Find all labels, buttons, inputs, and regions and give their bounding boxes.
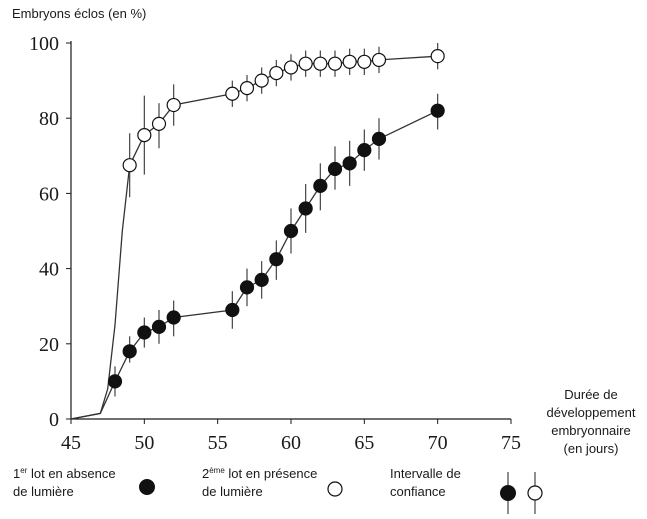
lot2-point	[298, 56, 313, 71]
lot2-point	[225, 86, 240, 101]
lot1-point	[357, 143, 372, 158]
lot2-point	[342, 54, 357, 69]
legend-lot1-number: 1	[13, 466, 21, 481]
lot2-point	[357, 54, 372, 69]
y-tick-label: 80	[39, 108, 59, 130]
legend-ci-open-marker	[527, 485, 543, 501]
lot2-curve	[70, 55, 438, 420]
x-tick-label: 50	[134, 432, 154, 454]
x-tick-label: 55	[208, 432, 228, 454]
lot1-point	[430, 103, 445, 118]
lot2-point	[313, 56, 328, 71]
lot2-point	[137, 128, 152, 143]
legend-lot1-marker	[139, 479, 155, 495]
series-curves	[70, 55, 438, 420]
y-tick-label: 0	[49, 409, 59, 431]
lot1-point	[151, 319, 167, 334]
legend-lot1-sup: er	[20, 466, 28, 475]
lot2-point	[269, 65, 284, 81]
lot2-point	[371, 52, 387, 68]
x-axis-label-line-2: développement	[546, 405, 636, 420]
legend-lot1-line2: de lumière	[13, 484, 74, 499]
legend-ci-filled-marker	[500, 485, 516, 501]
lot1-point	[122, 344, 137, 359]
x-axis-label: Durée de développement embryonnaire (en …	[536, 386, 646, 458]
lot1-point	[225, 302, 240, 318]
y-axis-label: Embryons éclos (en %)	[12, 6, 147, 21]
data-markers	[107, 49, 445, 389]
y-tick-label: 20	[39, 334, 59, 356]
legend-lot1-line1: lot en absence	[30, 466, 116, 481]
lot1-point	[313, 178, 328, 193]
legend-lot2-number: 2	[202, 466, 210, 481]
legend-lot2-line2: de lumière	[202, 484, 263, 499]
lot1-point	[107, 374, 123, 389]
legend-ci-line2: confiance	[390, 484, 446, 499]
lot1-point	[298, 201, 313, 216]
lot1-curve	[70, 110, 438, 420]
lot2-point	[166, 97, 181, 113]
y-tick-label: 100	[29, 33, 59, 55]
legend-lot2-line1: lot en présence	[228, 466, 318, 481]
lot1-point	[371, 131, 387, 146]
lot2-point	[151, 116, 167, 131]
lot1-point	[254, 272, 269, 287]
legend-lot2-label: 2ème lot en présence de lumière	[202, 465, 317, 501]
x-axis-label-line-1: Durée de	[564, 387, 618, 402]
lot2-point	[430, 49, 445, 64]
legend-ci-label: Intervalle de confiance	[390, 465, 461, 501]
lot1-point	[137, 325, 152, 340]
lot1-point	[283, 223, 299, 239]
lot2-point	[122, 158, 137, 173]
y-tick-label: 60	[39, 183, 59, 205]
error-bars	[114, 43, 439, 397]
lot2-point	[239, 81, 255, 96]
lot1-point	[269, 252, 284, 267]
lot1-point	[342, 156, 357, 171]
legend-lot2-sup: ème	[209, 466, 225, 475]
legend-lot1-label: 1er lot en absence de lumière	[13, 465, 116, 501]
legend-markers	[139, 472, 543, 514]
x-axis-label-line-3: embryonnaire	[551, 423, 631, 438]
lot1-point	[327, 161, 343, 177]
x-tick-label: 60	[281, 432, 301, 454]
y-tick-label: 40	[39, 259, 59, 281]
x-tick-label: 70	[428, 432, 448, 454]
chart-axes: 45 50 55 60 65 70 75 0 20 40 60 80 100	[29, 33, 521, 454]
lot2-point	[283, 60, 299, 75]
x-tick-label: 65	[354, 432, 374, 454]
lot2-point	[254, 73, 269, 88]
x-tick-label: 45	[61, 432, 81, 454]
lot2-point	[327, 56, 343, 71]
lot1-point	[239, 280, 255, 295]
x-axis-label-line-4: (en jours)	[563, 441, 619, 456]
legend-ci-line1: Intervalle de	[390, 466, 461, 481]
legend-lot2-marker	[327, 481, 343, 497]
lot1-point	[166, 310, 181, 325]
x-tick-label: 75	[501, 432, 521, 454]
